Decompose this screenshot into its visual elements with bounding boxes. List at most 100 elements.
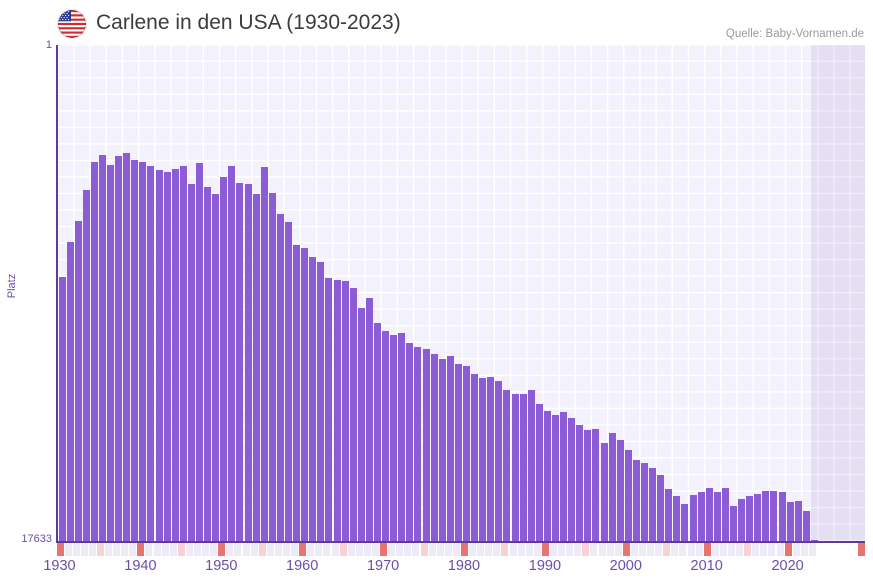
bar[interactable] (802, 510, 810, 541)
bar[interactable] (82, 189, 90, 541)
bar[interactable] (576, 424, 584, 541)
x-axis-tick-label: 1930 (43, 558, 76, 574)
bar[interactable] (535, 403, 543, 541)
bar[interactable] (390, 334, 398, 541)
bar[interactable] (252, 194, 260, 541)
bar[interactable] (794, 500, 802, 541)
bar[interactable] (171, 168, 179, 541)
bar[interactable] (479, 378, 487, 541)
bar[interactable] (657, 475, 665, 541)
bar[interactable] (349, 288, 357, 541)
bar[interactable] (220, 177, 228, 541)
bar[interactable] (66, 241, 74, 541)
bar[interactable] (58, 277, 66, 541)
bar[interactable] (382, 330, 390, 541)
bar[interactable] (543, 410, 551, 541)
x-marker-major (541, 543, 549, 556)
bar[interactable] (107, 164, 115, 541)
bar[interactable] (179, 165, 187, 541)
bar[interactable] (632, 459, 640, 541)
bar[interactable] (90, 161, 98, 541)
bar[interactable] (365, 298, 373, 541)
bar[interactable] (665, 489, 673, 541)
bar[interactable] (754, 493, 762, 541)
x-axis-tick-label: 1960 (286, 558, 319, 574)
bar[interactable] (374, 323, 381, 541)
bar[interactable] (640, 462, 648, 541)
bar[interactable] (568, 417, 576, 541)
bar[interactable] (187, 184, 195, 541)
bar[interactable] (689, 495, 697, 541)
bar[interactable] (519, 393, 527, 541)
bar[interactable] (309, 257, 317, 541)
bar[interactable] (260, 167, 268, 541)
bar[interactable] (738, 499, 746, 541)
bar[interactable] (503, 389, 511, 541)
bar[interactable] (616, 440, 624, 541)
bar[interactable] (649, 468, 657, 541)
bar[interactable] (293, 244, 301, 541)
bar[interactable] (624, 450, 632, 541)
bar[interactable] (471, 374, 479, 541)
bar[interactable] (592, 428, 600, 541)
bar[interactable] (139, 161, 147, 541)
bar[interactable] (527, 389, 535, 541)
bar[interactable] (115, 156, 123, 541)
bar[interactable] (551, 414, 559, 541)
bar[interactable] (746, 496, 754, 541)
bar[interactable] (454, 364, 462, 541)
bar[interactable] (341, 281, 349, 541)
bar[interactable] (608, 433, 616, 541)
bar[interactable] (600, 443, 608, 541)
bar[interactable] (584, 430, 592, 541)
bar[interactable] (333, 279, 341, 541)
bar[interactable] (196, 163, 204, 541)
bar[interactable] (123, 153, 131, 541)
bar[interactable] (147, 165, 155, 541)
bar[interactable] (495, 381, 503, 541)
x-marker (226, 543, 234, 556)
bar[interactable] (560, 412, 568, 541)
bar[interactable] (357, 308, 365, 541)
bar[interactable] (317, 261, 325, 541)
bar[interactable] (204, 187, 212, 541)
bar[interactable] (713, 492, 721, 541)
bar[interactable] (729, 506, 737, 541)
bar[interactable] (268, 192, 276, 541)
bar[interactable] (244, 184, 252, 541)
bar[interactable] (163, 171, 171, 541)
bar[interactable] (422, 348, 430, 541)
bar[interactable] (98, 154, 106, 541)
bar[interactable] (697, 492, 705, 541)
bar[interactable] (673, 496, 681, 541)
bar[interactable] (228, 165, 236, 541)
bar[interactable] (276, 213, 284, 541)
bar[interactable] (236, 182, 244, 541)
bar[interactable] (430, 354, 438, 541)
bar[interactable] (810, 540, 818, 541)
bar[interactable] (414, 347, 422, 541)
bar[interactable] (74, 220, 82, 541)
bar[interactable] (325, 278, 333, 541)
bar[interactable] (155, 170, 163, 541)
bar[interactable] (446, 355, 454, 541)
bar[interactable] (463, 365, 470, 541)
bar[interactable] (778, 492, 786, 541)
bar[interactable] (301, 247, 309, 541)
bar[interactable] (786, 502, 794, 541)
x-marker (606, 543, 614, 556)
bar[interactable] (681, 503, 689, 541)
bar[interactable] (438, 358, 446, 541)
bar[interactable] (285, 222, 293, 541)
bar[interactable] (398, 333, 406, 541)
bar[interactable] (511, 393, 519, 541)
bar[interactable] (770, 490, 778, 541)
bar[interactable] (212, 194, 220, 541)
x-marker (525, 543, 533, 556)
bar[interactable] (406, 343, 414, 541)
bar[interactable] (131, 160, 139, 541)
bar[interactable] (721, 488, 729, 541)
bar[interactable] (487, 376, 495, 541)
bar[interactable] (762, 490, 770, 541)
bar[interactable] (705, 488, 713, 541)
